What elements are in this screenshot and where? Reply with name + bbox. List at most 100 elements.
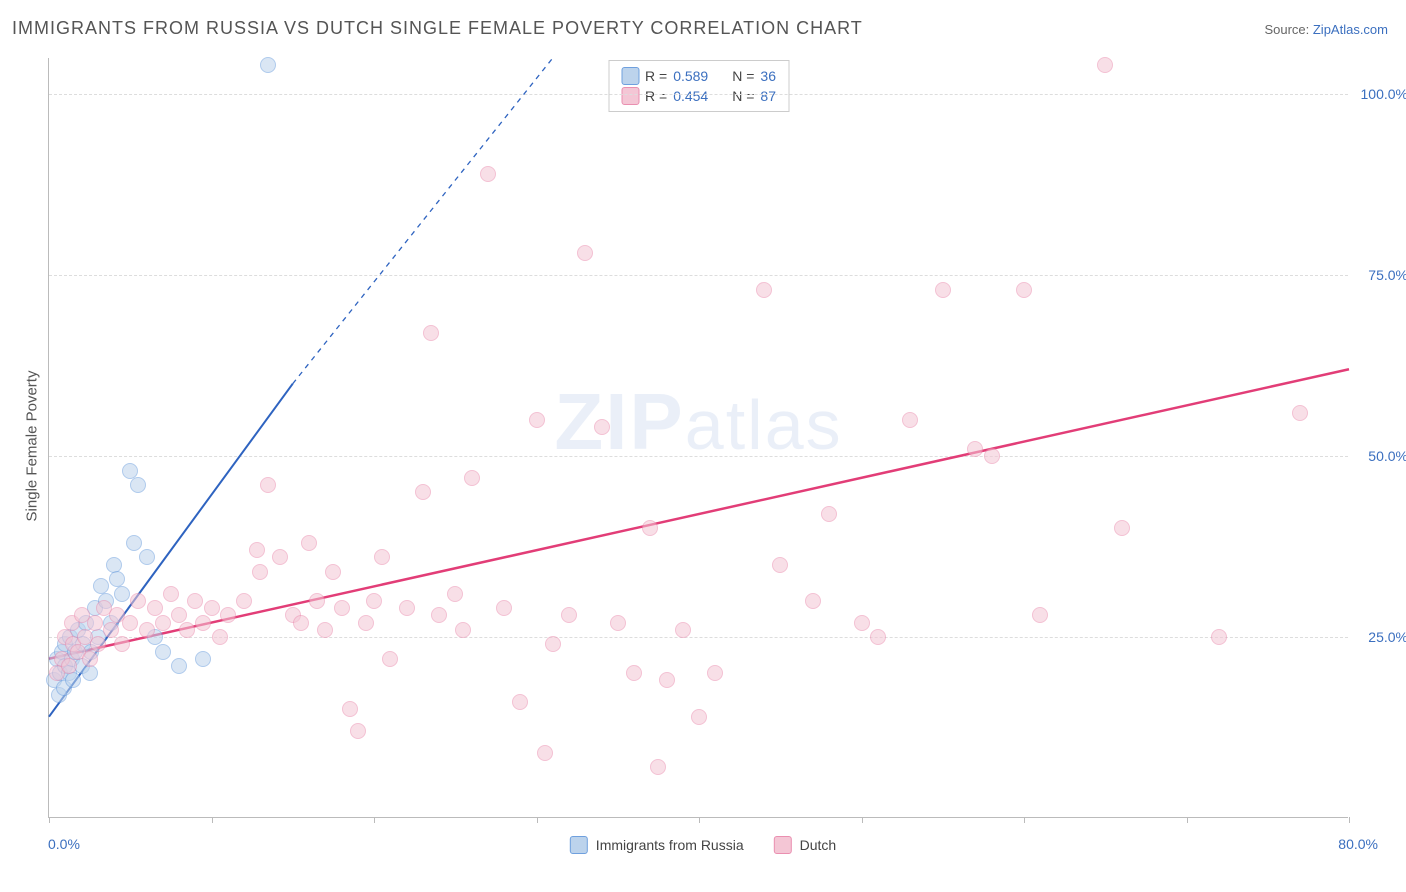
- y-tick-label: 25.0%: [1368, 629, 1406, 645]
- scatter-point: [260, 57, 276, 73]
- scatter-point: [984, 448, 1000, 464]
- scatter-point: [317, 622, 333, 638]
- scatter-point: [195, 615, 211, 631]
- scatter-point: [334, 600, 350, 616]
- scatter-point: [103, 622, 119, 638]
- scatter-point: [301, 535, 317, 551]
- scatter-point: [366, 593, 382, 609]
- scatter-point: [122, 615, 138, 631]
- scatter-point: [756, 282, 772, 298]
- scatter-point: [870, 629, 886, 645]
- scatter-point: [90, 636, 106, 652]
- scatter-point: [374, 549, 390, 565]
- scatter-point: [642, 520, 658, 536]
- scatter-point: [805, 593, 821, 609]
- scatter-point: [902, 412, 918, 428]
- x-axis-max-label: 80.0%: [1338, 836, 1378, 852]
- scatter-point: [415, 484, 431, 500]
- scatter-point: [935, 282, 951, 298]
- scatter-point: [236, 593, 252, 609]
- scatter-point: [480, 166, 496, 182]
- legend-swatch: [774, 836, 792, 854]
- scatter-point: [821, 506, 837, 522]
- scatter-point: [537, 745, 553, 761]
- scatter-point: [61, 658, 77, 674]
- scatter-point: [707, 665, 723, 681]
- scatter-point: [130, 477, 146, 493]
- x-tick: [1349, 817, 1350, 823]
- scatter-point: [512, 694, 528, 710]
- scatter-point: [675, 622, 691, 638]
- scatter-point: [309, 593, 325, 609]
- scatter-point: [139, 549, 155, 565]
- scatter-point: [187, 593, 203, 609]
- scatter-point: [967, 441, 983, 457]
- scatter-point: [650, 759, 666, 775]
- scatter-point: [155, 644, 171, 660]
- scatter-point: [147, 600, 163, 616]
- scatter-point: [293, 615, 309, 631]
- scatter-point: [626, 665, 642, 681]
- scatter-point: [610, 615, 626, 631]
- legend-series: Immigrants from Russia Dutch: [570, 836, 836, 854]
- scatter-point: [382, 651, 398, 667]
- scatter-point: [114, 586, 130, 602]
- scatter-point: [106, 557, 122, 573]
- y-axis-label: Single Female Poverty: [24, 371, 41, 522]
- chart-title: IMMIGRANTS FROM RUSSIA VS DUTCH SINGLE F…: [12, 18, 863, 39]
- scatter-point: [772, 557, 788, 573]
- chart-container: IMMIGRANTS FROM RUSSIA VS DUTCH SINGLE F…: [0, 0, 1406, 892]
- scatter-point: [65, 672, 81, 688]
- scatter-point: [87, 615, 103, 631]
- x-axis-min-label: 0.0%: [48, 836, 80, 852]
- legend-swatch: [570, 836, 588, 854]
- scatter-point: [82, 665, 98, 681]
- y-tick-label: 50.0%: [1368, 448, 1406, 464]
- scatter-point: [455, 622, 471, 638]
- scatter-point: [399, 600, 415, 616]
- plot-area: ZIPatlas R = 0.589N = 36R = 0.454N = 87 …: [48, 58, 1348, 818]
- scatter-point: [1097, 57, 1113, 73]
- trend-line: [49, 369, 1349, 659]
- scatter-point: [496, 600, 512, 616]
- scatter-point: [659, 672, 675, 688]
- y-tick-label: 100.0%: [1361, 86, 1406, 102]
- scatter-point: [561, 607, 577, 623]
- chart-source: Source: ZipAtlas.com: [1264, 22, 1388, 37]
- source-prefix: Source:: [1264, 22, 1312, 37]
- scatter-point: [82, 651, 98, 667]
- scatter-point: [594, 419, 610, 435]
- scatter-point: [464, 470, 480, 486]
- scatter-point: [691, 709, 707, 725]
- scatter-point: [423, 325, 439, 341]
- source-link[interactable]: ZipAtlas.com: [1313, 22, 1388, 37]
- legend-item: Immigrants from Russia: [570, 836, 744, 854]
- scatter-point: [114, 636, 130, 652]
- scatter-point: [545, 636, 561, 652]
- scatter-point: [1114, 520, 1130, 536]
- scatter-point: [171, 607, 187, 623]
- scatter-point: [130, 593, 146, 609]
- scatter-point: [272, 549, 288, 565]
- trend-layer: [49, 58, 1349, 818]
- legend-item: Dutch: [774, 836, 837, 854]
- scatter-point: [854, 615, 870, 631]
- legend-label: Dutch: [800, 837, 837, 853]
- scatter-point: [252, 564, 268, 580]
- scatter-point: [139, 622, 155, 638]
- scatter-point: [529, 412, 545, 428]
- scatter-point: [249, 542, 265, 558]
- scatter-point: [204, 600, 220, 616]
- scatter-point: [155, 615, 171, 631]
- scatter-point: [325, 564, 341, 580]
- scatter-point: [195, 651, 211, 667]
- scatter-point: [122, 463, 138, 479]
- scatter-point: [358, 615, 374, 631]
- scatter-point: [1032, 607, 1048, 623]
- legend-label: Immigrants from Russia: [596, 837, 744, 853]
- scatter-point: [126, 535, 142, 551]
- scatter-point: [447, 586, 463, 602]
- scatter-point: [212, 629, 228, 645]
- scatter-point: [171, 658, 187, 674]
- scatter-point: [342, 701, 358, 717]
